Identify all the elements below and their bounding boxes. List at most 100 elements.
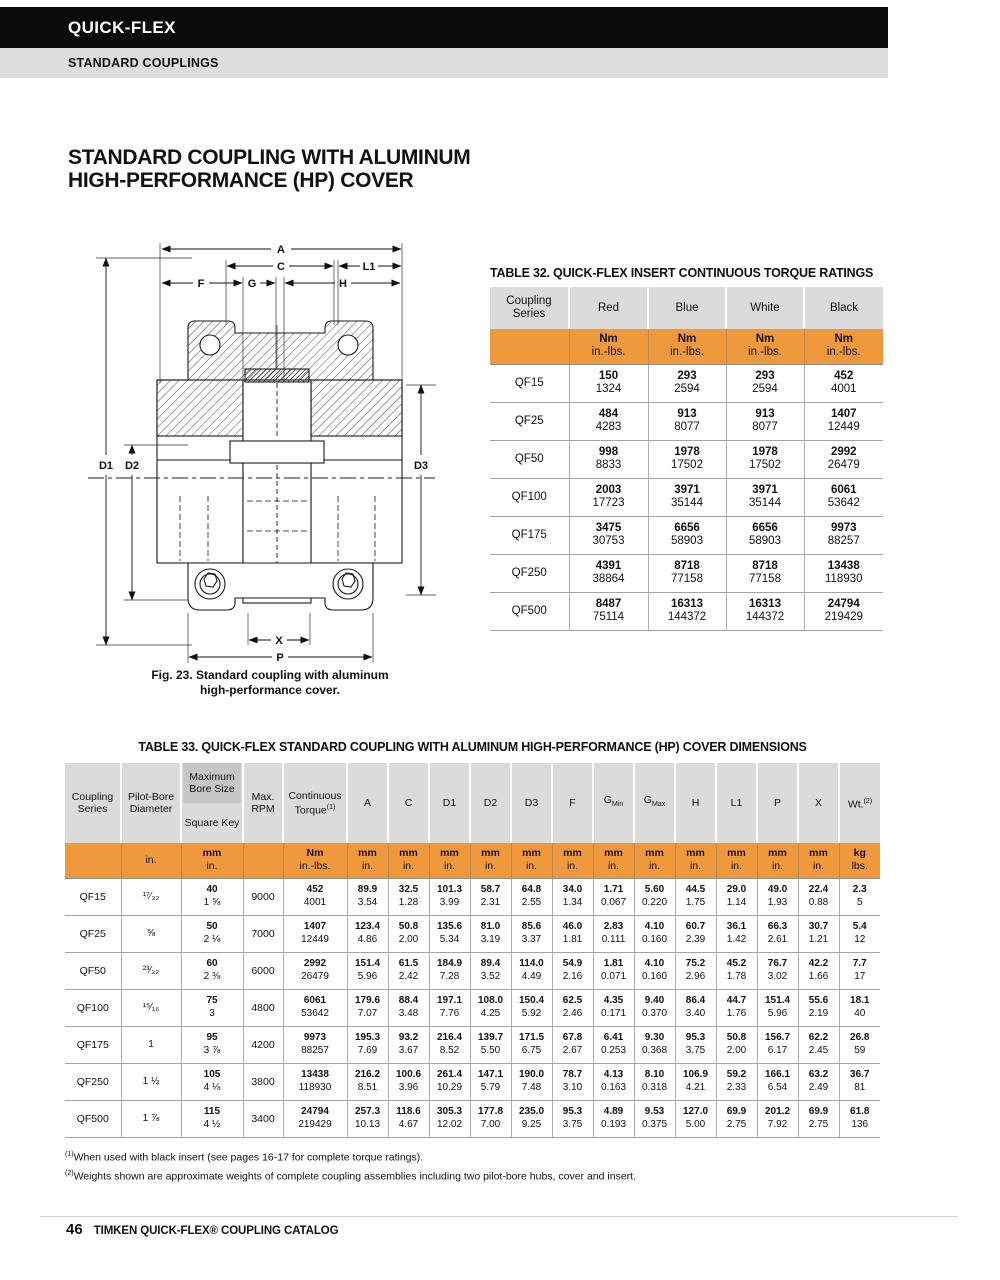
value-metric: mm bbox=[604, 847, 623, 860]
value-metric: 9.53 bbox=[644, 1106, 665, 1117]
value-metric: 86.4 bbox=[685, 995, 706, 1006]
dim-value-cell: 216.2 8.51 bbox=[346, 1062, 388, 1100]
coupling-series-cell: QF15 bbox=[79, 890, 106, 903]
value-metric: mm bbox=[481, 847, 500, 860]
weight-cell: 5.4 12 bbox=[838, 914, 880, 952]
coupling-series-cell: QF25 bbox=[490, 401, 569, 440]
value-metric: 150 bbox=[598, 370, 619, 382]
pilot-bore-cell: ²³⁄₃₂ bbox=[120, 951, 181, 989]
dim-value-cell: 50.8 2.00 bbox=[387, 914, 429, 952]
torque-units-cell bbox=[490, 329, 569, 365]
figure-caption-line2: high-performance cover. bbox=[199, 683, 341, 697]
figure-caption-line1: Fig. 23. Standard coupling with aluminum bbox=[151, 668, 389, 682]
dim-label-P: P bbox=[276, 652, 283, 664]
value-metric: 13438 bbox=[301, 1069, 329, 1080]
value-imperial: 1.42 bbox=[726, 933, 747, 945]
weight-cell: 36.7 81 bbox=[838, 1062, 880, 1100]
value-imperial: 2.45 bbox=[808, 1044, 829, 1056]
coupling-series-cell: QF500 bbox=[490, 591, 569, 631]
header-superscript: (1) bbox=[326, 803, 336, 811]
value-metric: mm bbox=[563, 847, 582, 860]
torque-value-cell: 452 4001 bbox=[803, 364, 883, 402]
torque-value-cell: 150 1324 bbox=[568, 364, 648, 402]
value-metric: 5.4 bbox=[852, 921, 867, 932]
value-imperial: 5.79 bbox=[480, 1081, 501, 1093]
value-metric: 64.8 bbox=[521, 884, 542, 895]
dimensions-block: TABLE 33. QUICK-FLEX STANDARD COUPLING W… bbox=[65, 740, 880, 1138]
footnote-2-marker: (2) bbox=[65, 1169, 74, 1177]
dim-value-cell: 108.0 4.25 bbox=[469, 988, 511, 1026]
brand-title: QUICK-FLEX bbox=[68, 17, 176, 37]
torque-header-row: Coupling Series Red Blue White Black bbox=[490, 287, 883, 329]
dims-units-cell: mm in. bbox=[633, 843, 675, 879]
value-imperial: 12.02 bbox=[436, 1118, 463, 1130]
value-metric: 60.7 bbox=[685, 921, 706, 932]
pilot-bore-cell: ¹⁷⁄₃₂ bbox=[120, 878, 181, 915]
value-metric: mm bbox=[202, 847, 222, 860]
value-metric: mm bbox=[399, 847, 418, 860]
value-metric: 16313 bbox=[749, 598, 781, 610]
footnotes: (1)When used with black insert (see page… bbox=[65, 1147, 945, 1184]
dims-column-header: P bbox=[756, 763, 798, 843]
torque-cell: 1407 12449 bbox=[282, 914, 347, 952]
dim-value-cell: 59.2 2.33 bbox=[715, 1062, 757, 1100]
value-metric: 115 bbox=[203, 1106, 221, 1117]
dim-value-cell: 1.71 0.067 bbox=[592, 878, 634, 915]
value-metric: 184.9 bbox=[436, 958, 463, 969]
footnote-1-marker: (1) bbox=[65, 1151, 74, 1158]
value-metric: 114.0 bbox=[519, 958, 544, 969]
dim-value-cell: 195.3 7.69 bbox=[346, 1025, 388, 1063]
value-metric: 2.3 bbox=[852, 884, 867, 895]
dim-value-cell: 63.2 2.49 bbox=[797, 1062, 839, 1100]
value-metric: 42.2 bbox=[808, 958, 829, 969]
pilot-bore-cell: 1 ⅞ bbox=[120, 1099, 181, 1138]
max-rpm-cell: 7000 bbox=[242, 914, 283, 952]
dims-units-cell: in. bbox=[120, 843, 181, 879]
value-metric: 69.9 bbox=[808, 1106, 829, 1117]
value-metric: 63.2 bbox=[808, 1069, 829, 1080]
value-imperial: in. bbox=[689, 860, 702, 873]
value-imperial: 35144 bbox=[749, 497, 781, 509]
coupling-series-cell: QF15 bbox=[514, 377, 544, 389]
dim-value-cell: 123.4 4.86 bbox=[346, 914, 388, 952]
dims-column-header: D1 bbox=[428, 763, 470, 843]
coupling-series-cell: QF50 bbox=[65, 951, 121, 989]
value-imperial: 2.75 bbox=[726, 1118, 747, 1130]
value-metric: 305.3 bbox=[436, 1106, 463, 1117]
coupling-series-cell: QF25 bbox=[65, 914, 121, 952]
value-metric: 139.7 bbox=[477, 1032, 504, 1043]
torque-value-cell: 998 8833 bbox=[568, 439, 648, 478]
dim-value-cell: 139.7 5.50 bbox=[469, 1025, 511, 1063]
value-imperial: 3.48 bbox=[398, 1007, 419, 1019]
value-imperial: 6.17 bbox=[767, 1044, 788, 1056]
value-metric: 58.7 bbox=[480, 884, 501, 895]
header-label: D2 bbox=[483, 797, 498, 809]
value-imperial: 10.29 bbox=[436, 1081, 463, 1093]
dims-units-cell: Nm in.-lbs. bbox=[282, 843, 347, 879]
value-metric: 179.6 bbox=[354, 995, 381, 1006]
torque-value-cell: 3475 30753 bbox=[568, 515, 648, 554]
value-imperial: 17502 bbox=[671, 459, 703, 471]
value-metric: Nm bbox=[755, 333, 775, 346]
value-metric: 6061 bbox=[830, 484, 857, 496]
dimension-labels: A C L1 F G H D1 D2 D3 X P bbox=[94, 244, 434, 664]
dims-column-header: Wt.(2) bbox=[838, 763, 880, 843]
pilot-bore-cell: 1 ½ bbox=[120, 1062, 181, 1100]
value-imperial: 1.34 bbox=[562, 896, 583, 908]
value-metric: 22.4 bbox=[808, 884, 829, 895]
value-metric: 118.6 bbox=[396, 1106, 421, 1117]
footnote-2-text: Weights shown are approximate weights of… bbox=[73, 1170, 636, 1182]
square-key-label: Square Key bbox=[184, 817, 240, 829]
weight-cell: 7.7 17 bbox=[838, 951, 880, 989]
value-imperial: 1.66 bbox=[808, 970, 829, 982]
dim-value-cell: 257.3 10.13 bbox=[346, 1099, 388, 1138]
dim-value-cell: 1.81 0.071 bbox=[592, 951, 634, 989]
dim-value-cell: 261.4 10.29 bbox=[428, 1062, 470, 1100]
value-imperial: 17 bbox=[854, 970, 866, 982]
value-metric: 261.4 bbox=[436, 1069, 463, 1080]
dims-units-cell: mm in. bbox=[428, 843, 470, 879]
header-label: F bbox=[569, 797, 576, 809]
page-footer: 46 TIMKEN QUICK-FLEX® COUPLING CATALOG bbox=[66, 1221, 339, 1238]
value-imperial: 59 bbox=[854, 1044, 866, 1056]
header-label: Pilot-Bore Diameter bbox=[127, 791, 175, 815]
